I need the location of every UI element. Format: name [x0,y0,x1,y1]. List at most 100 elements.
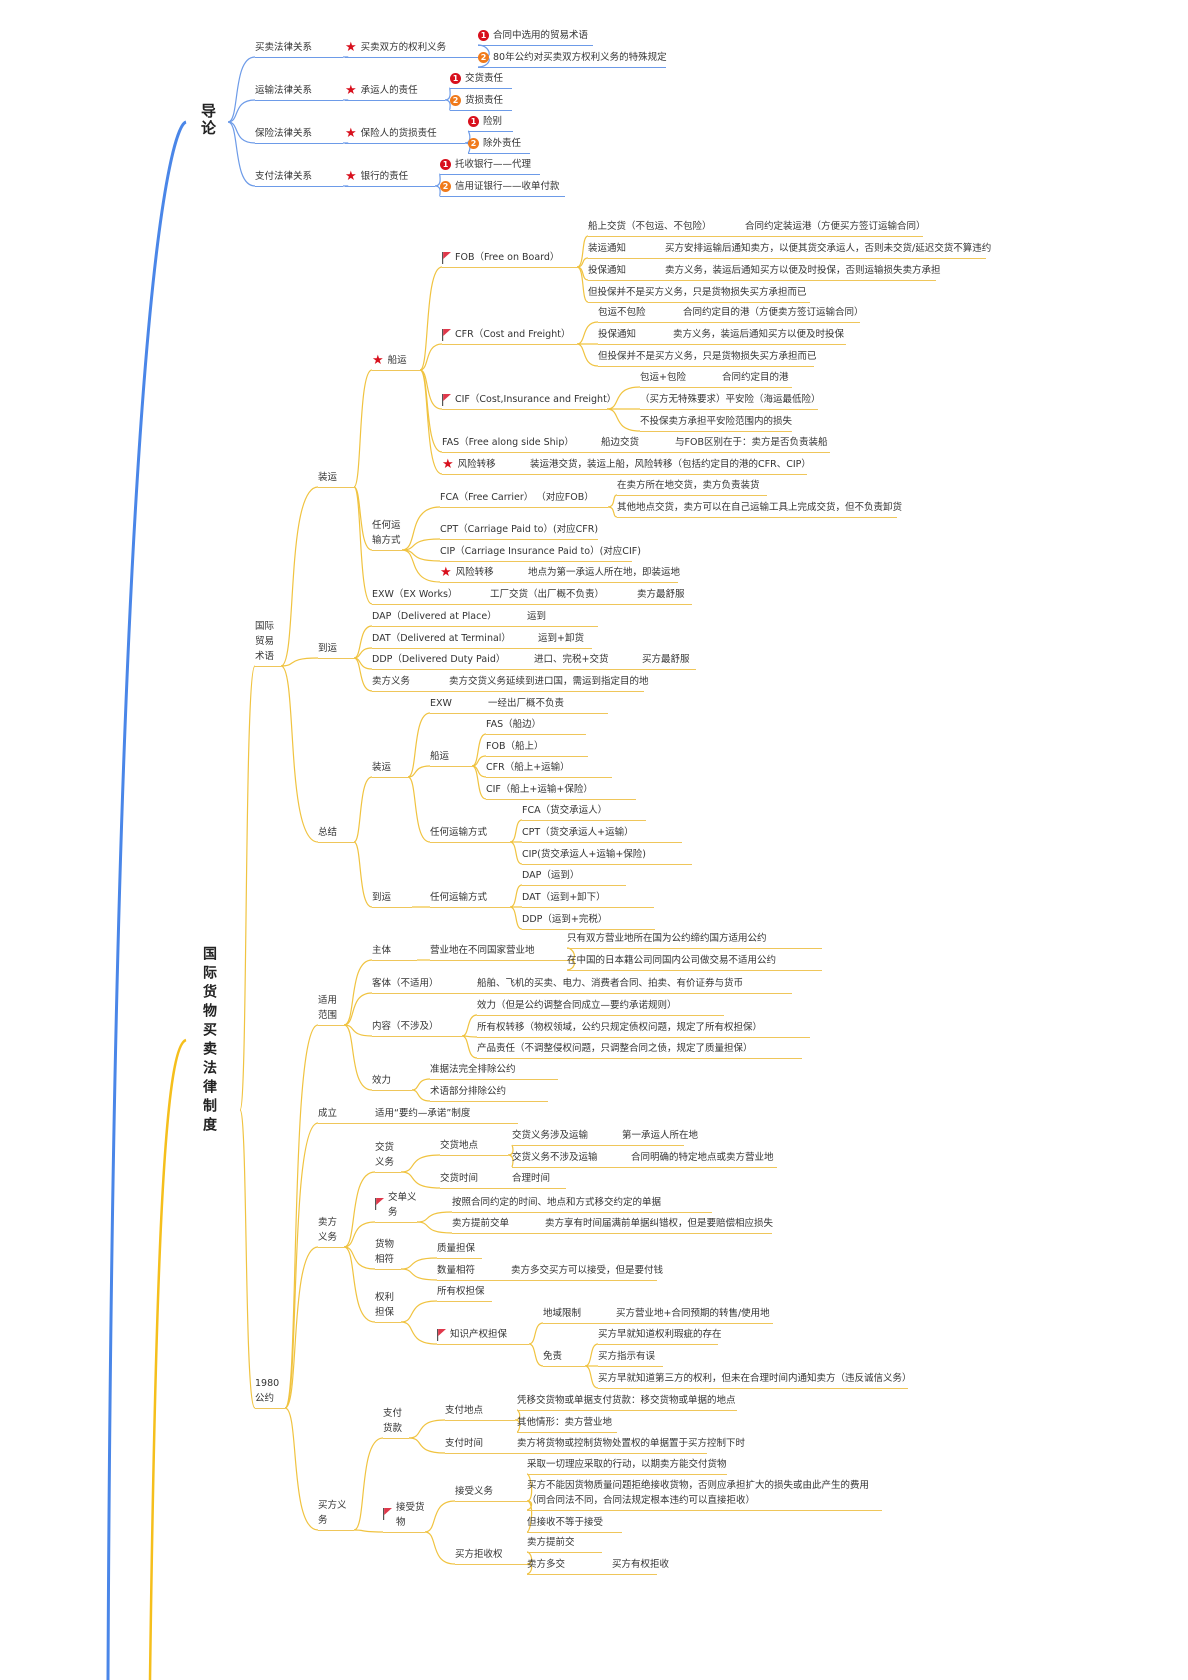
topic-node-arr0[interactable]: DAP（运到） [522,868,626,886]
topic-node-cpay[interactable]: 支付货款 [383,1406,409,1439]
topic-node-cs[interactable]: 适用范围 [318,993,344,1026]
topic-node-csub[interactable]: 主体 [372,943,417,961]
topic-node-ctak[interactable]: 接受货物 [383,1500,425,1533]
topic-node-cif1[interactable]: （买方无特殊要求）平安险（海运最低险） [640,392,821,410]
topic-node-crej0[interactable]: 卖方提前交 [527,1535,602,1553]
topic-node-fob3[interactable]: 但投保并不是买方义务，只是货物损失买方承担而已 [588,285,810,303]
topic-node-cfr0[interactable]: 包运不包险 合同约定目的港（方便卖方签订运输合同） [598,305,864,323]
topic-node-t[interactable]: 国际贸易术语 [255,619,281,667]
topic-node-ceff1[interactable]: 术语部分排除公约 [430,1084,548,1102]
topic-node-cdelp0[interactable]: 交货义务涉及运输 第一承运人所在地 [512,1128,698,1146]
topic-node-cdelt[interactable]: 交货时间 合理时间 [440,1171,566,1189]
topic-node-arr1[interactable]: DAT（运到+卸下） [522,890,654,908]
topic-node-smrm[interactable]: 任何运输方式 [430,890,510,908]
topic-node-csn0[interactable]: 只有双方营业地所在国为公约缔约国方适用公约 [567,931,822,949]
topic-node-sea0[interactable]: FAS（船边） [486,717,586,735]
topic-node-fob1[interactable]: 装运通知 买方安排运输后通知卖方，以便其货交承运人，否则未交货/延迟交货不算违约 [588,241,991,259]
topic-node-ts[interactable]: 装运 [318,470,354,488]
topic-node-fob[interactable]: FOB（Free on Board） [442,250,577,268]
topic-node-cter[interactable]: 地域限制 买方营业地+合同预期的转售/使用地 [543,1306,773,1324]
topic-node-a3k[interactable]: ★ 银行的责任 [345,169,435,187]
topic-node-cex[interactable]: 免责 [543,1349,585,1367]
topic-node-smx[interactable]: EXW 一经出厂概不负责 [430,696,608,714]
topic-node-cdoc[interactable]: 交单义务 [375,1190,417,1223]
topic-node-cex1[interactable]: 买方指示有误 [598,1349,663,1367]
topic-node-c[interactable]: 1980公约 [255,1376,285,1409]
topic-node-cif0[interactable]: 包运+包险 合同约定目的港 [640,370,792,388]
topic-node-cduty2[interactable]: 但接收不等于接受 [527,1515,622,1533]
topic-node-cex2[interactable]: 买方早就知道第三方的权利，但未在合理时间内通知卖方（违反诚信义务） [598,1371,912,1389]
topic-node-fob2[interactable]: 投保通知 卖方义务，装运后通知买方以便及时投保，否则运输损失卖方承担 [588,263,941,281]
topic-node-ta[interactable]: 任何运输方式 [372,518,402,551]
topic-node-cfr2[interactable]: 但投保并不是买方义务，只是货物损失买方承担而已 [598,349,817,367]
topic-node-tss[interactable]: ★ 船运 [372,353,420,371]
topic-node-arr2[interactable]: DDP（运到+完税） [522,912,655,930]
topic-node-cpayp1[interactable]: 其他情形：卖方营业地 [517,1415,617,1433]
topic-node-a3p1[interactable]: 2 信用证银行——收单付款 [440,179,565,197]
topic-node-sea3[interactable]: CIF（船上+运输+保险） [486,782,636,800]
topic-node-csubv[interactable]: 营业地在不同国家营业地 [430,943,570,961]
topic-node-cif2[interactable]: 不投保卖方承担平安险范围内的损失 [640,414,792,432]
topic-node-ccon1[interactable]: 所有权转移（物权领域，公约只规定债权问题，规定了所有权担保） [477,1020,810,1038]
topic-node-cpayt[interactable]: 支付时间 卖方将货物或控制货物处置权的单据置于买方控制下时 [445,1436,745,1454]
topic-node-a1k[interactable]: ★ 承运人的责任 [345,83,445,101]
topic-node-cdelp1[interactable]: 交货义务不涉及运输 合同明确的特定地点或卖方营业地 [512,1150,777,1168]
topic-node-csel[interactable]: 卖方义务 [318,1215,344,1248]
topic-node-a0[interactable]: 买卖法律关系 [255,40,343,58]
topic-node-tr0[interactable]: DAP（Delivered at Place） 运到 [372,609,598,627]
topic-node-fob0[interactable]: 船上交货（不包运、不包险） 合同约定装运港（方便买方签订运输合同） [588,219,926,237]
topic-node-crej[interactable]: 买方拒收权 [455,1547,527,1565]
topic-node-tr3[interactable]: 卖方义务 卖方交货义务延续到进口国，需运到指定目的地 [372,674,649,692]
topic-node-trisk[interactable]: ★ 风险转移 装运港交货，装运上船，风险转移（包括约定目的港的CFR、CIP） [442,457,811,475]
topic-node-sm[interactable]: 总结 [318,825,354,843]
topic-node-cduty0[interactable]: 采取一切理应采取的行动，以期卖方能交付货物 [527,1457,727,1475]
topic-node-ccf1[interactable]: 数量相符 卖方多交买方可以接受，但是要付钱 [437,1263,663,1281]
topic-node-cduty[interactable]: 接受义务 [455,1484,527,1502]
topic-node-cdelp[interactable]: 交货地点 [440,1138,508,1156]
topic-node-fca1[interactable]: 其他地点交货，卖方可以在自己运输工具上完成交货，但不负责卸货 [617,500,902,518]
topic-node-cform[interactable]: 成立 适用“要约—承诺”制度 [318,1106,518,1124]
topic-node-sms[interactable]: 装运 [372,760,408,778]
topic-node-cpayp0[interactable]: 凭移交货物或单据支付货款：移交货物或单据的地点 [517,1393,737,1411]
topic-node-cip[interactable]: CIP（Carriage Insurance Paid to）(对应CIF) [440,544,641,562]
topic-node-any2[interactable]: CIP(货交承运人+运输+保险) [522,847,692,865]
topic-node-csn1[interactable]: 在中国的日本籍公司同国内公司做交易不适用公约 [567,953,822,971]
topic-node-a2k[interactable]: ★ 保险人的货损责任 [345,126,465,144]
topic-node-cpt[interactable]: CPT（Carriage Paid to）(对应CFR) [440,522,598,540]
topic-node-ceff[interactable]: 效力 [372,1073,412,1091]
topic-node-cpayp[interactable]: 支付地点 [445,1403,515,1421]
topic-international-sales-law[interactable]: 国际货物买卖法律制度 [201,946,217,1136]
topic-node-cif[interactable]: CIF（Cost,Insurance and Freight） [442,392,616,410]
topic-node-exw[interactable]: EXW（EX Works） 工厂交货（出厂概不负责） 卖方最舒服 [372,587,692,605]
topic-node-ctit[interactable]: 权利担保 [375,1290,401,1323]
topic-intro[interactable]: 导论 [199,103,217,137]
topic-node-a1[interactable]: 运输法律关系 [255,83,343,101]
topic-node-ceff0[interactable]: 准据法完全排除公约 [430,1062,558,1080]
topic-node-cobj[interactable]: 客体（不适用） 船舶、飞机的买卖、电力、消费者合同、拍卖、有价证券与货币 [372,976,792,994]
topic-node-a3p0[interactable]: 1 托收银行——代理 [440,157,540,175]
topic-node-cfr[interactable]: CFR（Cost and Freight） [442,327,577,345]
topic-node-ccon2[interactable]: 产品责任（不调整侵权问题，只调整合同之债，规定了质量担保） [477,1041,802,1059]
topic-node-ccon0[interactable]: 效力（但是公约调整合同成立—要约承诺规则） [477,998,724,1016]
topic-node-fas[interactable]: FAS（Free along side Ship） 船边交货 与FOB区别在于：卖方… [442,435,830,453]
topic-node-cdoc0[interactable]: 按照合同约定的时间、地点和方式移交约定的单据 [452,1195,712,1213]
topic-node-ccon[interactable]: 内容（不涉及） [372,1019,462,1037]
topic-node-cipr[interactable]: 知识产权担保 [437,1327,529,1345]
topic-node-cex0[interactable]: 买方早就知道权利瑕疵的存在 [598,1327,722,1345]
topic-node-cdoc1[interactable]: 卖方提前交单 卖方享有时间届满前单据纠错权，但是要赔偿相应损失 [452,1216,773,1234]
topic-node-a1p1[interactable]: 2 货损责任 [450,93,512,111]
topic-node-cbuy[interactable]: 买方义务 [318,1498,354,1531]
topic-node-sma[interactable]: 任何运输方式 [430,825,510,843]
topic-node-cfr1[interactable]: 投保通知 卖方义务，装运后通知买方以便及时投保 [598,327,846,345]
topic-node-cduty1[interactable]: 买方不能因货物质量问题拒绝接收货物，否则应承担扩大的损失或由此产生的费用（同合同… [527,1478,882,1511]
topic-node-sea1[interactable]: FOB（船上） [486,739,588,757]
topic-node-a2p0[interactable]: 1 险别 [468,114,513,132]
topic-node-ccf0[interactable]: 质量担保 [437,1241,482,1259]
topic-node-a3[interactable]: 支付法律关系 [255,169,343,187]
topic-node-any0[interactable]: FCA（货交承运人） [522,803,646,821]
topic-node-fca[interactable]: FCA（Free Carrier） （对应FOB） [440,490,608,508]
topic-node-cdel[interactable]: 交货义务 [375,1140,401,1173]
topic-node-crej1[interactable]: 卖方多交 买方有权拒收 [527,1557,669,1575]
topic-node-a0k[interactable]: ★ 买卖双方的权利义务 [345,40,485,58]
topic-node-arisk[interactable]: ★ 风险转移 地点为第一承运人所在地，即装运地 [440,565,680,583]
